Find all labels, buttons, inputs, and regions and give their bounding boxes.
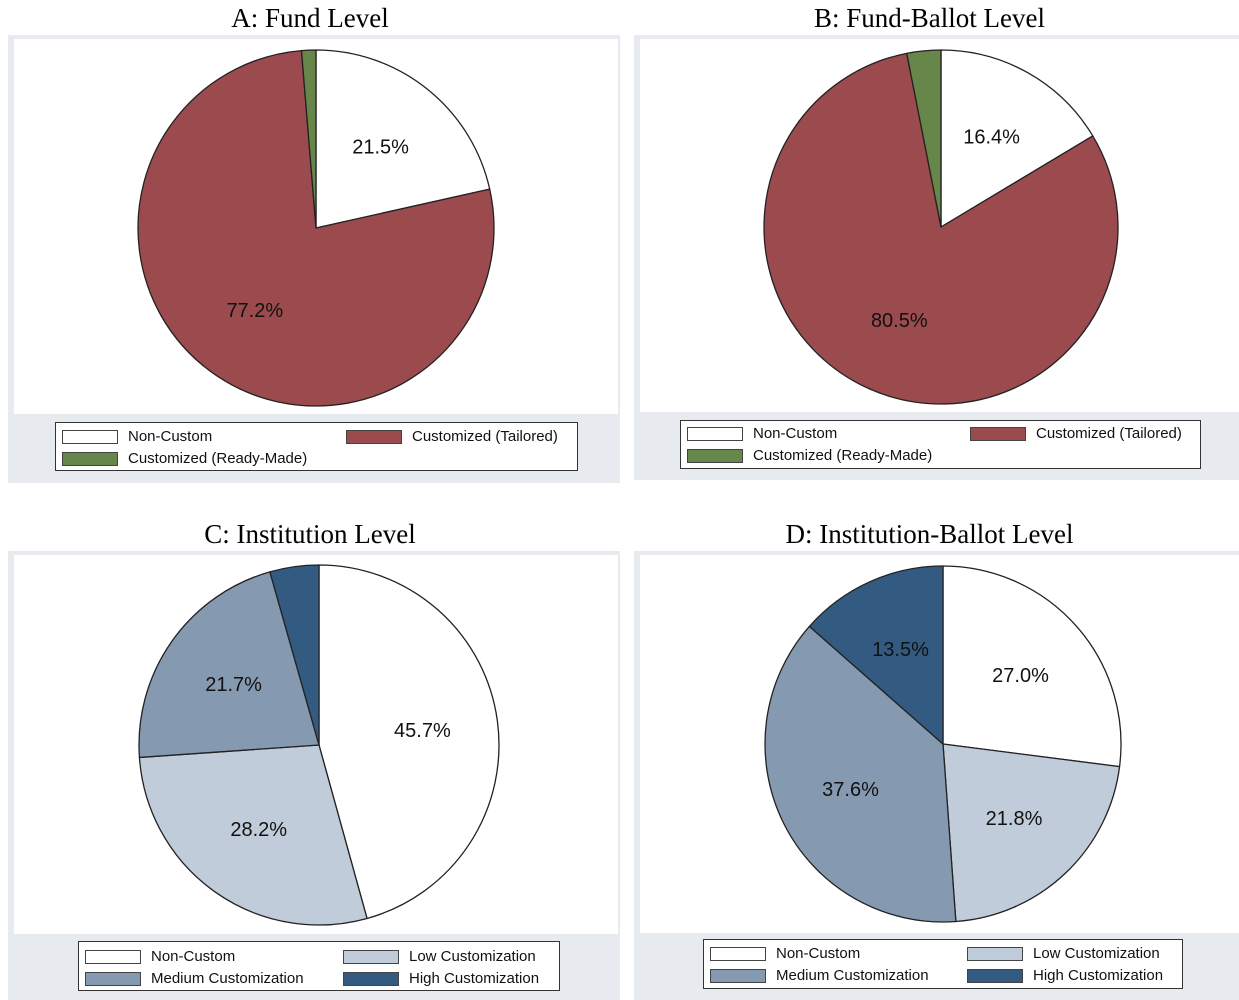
- chart-c-legend-label-medium-customization: Medium Customization: [151, 970, 304, 987]
- chart-a-legend-item-non-custom: Non-Custom: [62, 428, 212, 445]
- chart-a-slice-non-custom: [315, 49, 491, 229]
- chart-a-legend-label-non-custom: Non-Custom: [128, 428, 213, 445]
- chart-d-slice-non-custom: [942, 565, 1122, 768]
- chart-b-slice-customized-tailored: [763, 52, 1119, 405]
- chart-c-legend-item-low-customization: Low Customization: [343, 948, 536, 965]
- chart-c-slice-high-customization: [269, 564, 320, 746]
- chart-d-legend: [703, 939, 1183, 989]
- chart-d-legend-swatch-non-custom: [710, 946, 766, 961]
- chart-a-legend-label-customized-ready-made: Customized (Ready-Made): [128, 450, 308, 467]
- chart-a-legend-label-customized-tailored: Customized (Tailored): [412, 428, 558, 445]
- chart-d-legend-swatch-medium-customization: [710, 968, 766, 983]
- chart-b-legend: [680, 420, 1201, 469]
- chart-b-label-non-custom: 16.4%: [963, 127, 1020, 149]
- chart-c-legend-swatch-non-custom: [85, 949, 141, 964]
- chart-d-title: D: Institution-Ballot Level: [785, 519, 1074, 549]
- chart-c-title: C: Institution Level: [204, 519, 416, 549]
- chart-d-slice-low-customization: [942, 743, 1121, 923]
- chart-d-legend-swatch-high-customization: [967, 968, 1023, 983]
- chart-b-label-customized-tailored: 80.5%: [871, 310, 928, 332]
- chart-b-legend-item-customized-tailored: Customized (Tailored): [970, 425, 1182, 442]
- chart-c-legend-item-medium-customization: Medium Customization: [85, 970, 304, 987]
- chart-c-legend-label-high-customization: High Customization: [409, 970, 540, 987]
- chart-d-legend-label-low-customization: Low Customization: [1033, 945, 1160, 962]
- chart-b-legend-label-non-custom: Non-Custom: [753, 425, 838, 442]
- chart-b-legend-label-customized-ready-made: Customized (Ready-Made): [753, 447, 933, 464]
- chart-d-label-medium-customization: 37.6%: [822, 779, 879, 801]
- chart-c-slice-medium-customization: [138, 571, 320, 759]
- chart-d-legend-label-medium-customization: Medium Customization: [776, 967, 929, 984]
- chart-b-legend-item-customized-ready-made: Customized (Ready-Made): [687, 447, 932, 464]
- chart-c-legend-swatch-high-customization: [343, 971, 399, 986]
- chart-b-legend-item-non-custom: Non-Custom: [687, 425, 837, 442]
- chart-c-legend-label-non-custom: Non-Custom: [151, 948, 236, 965]
- chart-b-legend-swatch-non-custom: [687, 426, 743, 441]
- chart-d-label-high-customization: 13.5%: [872, 639, 929, 661]
- chart-a-legend-item-customized-ready-made: Customized (Ready-Made): [62, 450, 307, 467]
- chart-b-slice-customized-ready-made: [906, 49, 942, 228]
- chart-d-slice-high-customization: [808, 565, 944, 745]
- chart-b-legend-swatch-customized-tailored: [970, 426, 1026, 441]
- chart-c-label-low-customization: 28.2%: [230, 819, 287, 841]
- chart-d-legend-item-low-customization: Low Customization: [967, 945, 1160, 962]
- chart-a-title: A: Fund Level: [231, 3, 389, 33]
- chart-b-slice-non-custom: [940, 49, 1094, 228]
- chart-d-legend-label-non-custom: Non-Custom: [776, 945, 861, 962]
- chart-d-legend-item-medium-customization: Medium Customization: [710, 967, 929, 984]
- chart-c-legend-swatch-medium-customization: [85, 971, 141, 986]
- chart-c-legend-label-low-customization: Low Customization: [409, 948, 536, 965]
- chart-c-slice-non-custom: [318, 564, 500, 920]
- chart-c-label-non-custom: 45.7%: [394, 720, 451, 742]
- chart-a-label-non-custom: 21.5%: [352, 136, 409, 158]
- chart-c-slice-low-customization: [138, 744, 368, 926]
- chart-b-legend-label-customized-tailored: Customized (Tailored): [1036, 425, 1182, 442]
- chart-d-legend-item-non-custom: Non-Custom: [710, 945, 860, 962]
- chart-a-legend-item-customized-tailored: Customized (Tailored): [346, 428, 558, 445]
- chart-b-pie: 16.4% 80.5%: [763, 49, 1119, 405]
- chart-a-pie: 21.5% 77.2%: [137, 49, 495, 407]
- chart-a-legend-swatch-customized-ready-made: [62, 451, 118, 466]
- chart-b-title: B: Fund-Ballot Level: [814, 3, 1045, 33]
- chart-c-legend: [78, 941, 560, 991]
- chart-c-legend-item-non-custom: Non-Custom: [85, 948, 235, 965]
- chart-a-legend-swatch-customized-tailored: [346, 429, 402, 444]
- chart-c-pie: 45.7% 28.2% 21.7%: [138, 564, 500, 926]
- chart-d-legend-label-high-customization: High Customization: [1033, 967, 1164, 984]
- chart-d-legend-item-high-customization: High Customization: [967, 967, 1163, 984]
- chart-a-legend: [55, 422, 578, 471]
- chart-a-label-customized-tailored: 77.2%: [226, 300, 283, 322]
- chart-d-legend-swatch-low-customization: [967, 946, 1023, 961]
- chart-d-label-non-custom: 27.0%: [992, 665, 1049, 687]
- chart-d-label-low-customization: 21.8%: [986, 808, 1043, 830]
- chart-d-pie: 27.0% 21.8% 37.6% 13.5%: [764, 565, 1122, 923]
- chart-c-legend-swatch-low-customization: [343, 949, 399, 964]
- chart-c-legend-item-high-customization: High Customization: [343, 970, 539, 987]
- chart-b-legend-swatch-customized-ready-made: [687, 448, 743, 463]
- chart-a-slice-customized-ready-made: [300, 49, 317, 229]
- chart-a-legend-swatch-non-custom: [62, 429, 118, 444]
- chart-c-label-medium-customization: 21.7%: [205, 674, 262, 696]
- chart-d-slice-medium-customization: [764, 625, 957, 923]
